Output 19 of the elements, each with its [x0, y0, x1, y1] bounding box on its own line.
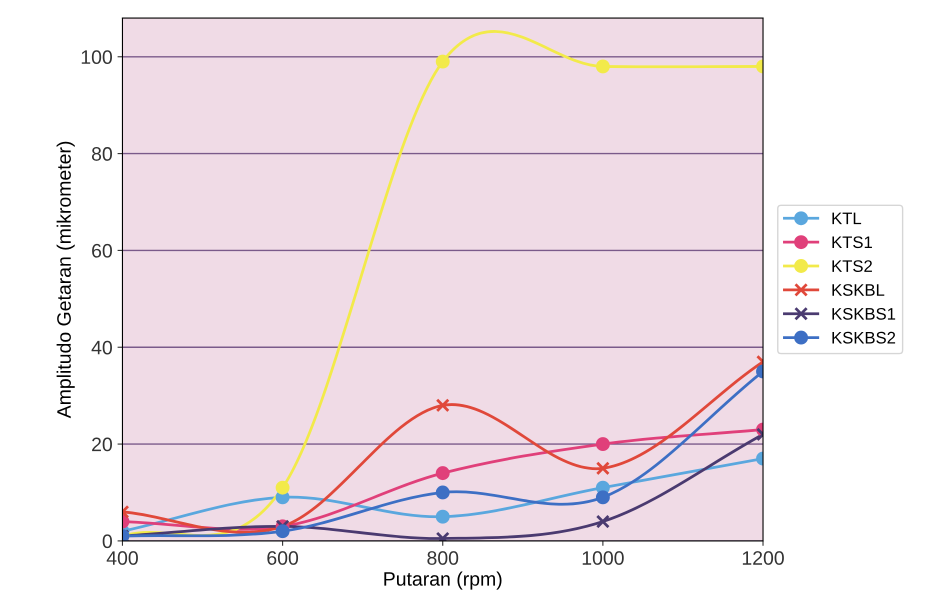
- y-tick-label: 80: [92, 147, 112, 161]
- y-tick-label: 60: [92, 244, 112, 258]
- x-tick-label: 1000: [582, 551, 624, 565]
- legend-label: KTS2: [832, 260, 872, 272]
- legend-label: KTL: [832, 212, 862, 224]
- y-axis-title: Amplitudo Getaran (mikrometer): [56, 142, 75, 418]
- x-tick-label: 600: [267, 551, 298, 565]
- legend-label: KSKBS1: [832, 308, 896, 320]
- x-tick-label: 400: [106, 551, 138, 565]
- x-tick-label: 800: [427, 551, 458, 565]
- x-axis-title: Putaran (rpm): [384, 572, 502, 590]
- y-tick-label: 40: [92, 340, 112, 354]
- y-tick-label: 100: [82, 50, 112, 64]
- legend-label: KTS1: [832, 236, 872, 248]
- legend-label: KSKBS2: [832, 332, 896, 344]
- x-tick-label: 1200: [742, 551, 784, 565]
- y-tick-label: 20: [92, 438, 112, 452]
- legend-label: KSKBL: [832, 284, 884, 296]
- y-tick-label: 0: [102, 534, 112, 548]
